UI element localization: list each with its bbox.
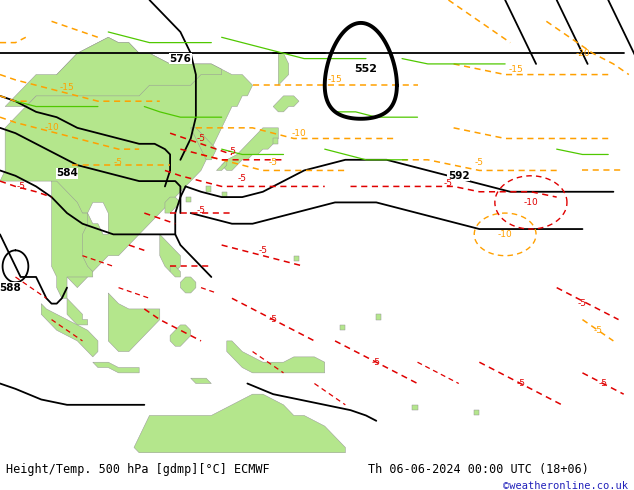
- Text: 592: 592: [448, 171, 470, 181]
- Text: -20: -20: [575, 49, 590, 58]
- Text: -5: -5: [593, 326, 602, 335]
- Text: -5: -5: [114, 158, 123, 167]
- Text: -15: -15: [60, 83, 74, 93]
- Polygon shape: [206, 186, 211, 192]
- Polygon shape: [93, 362, 139, 373]
- Polygon shape: [5, 37, 222, 106]
- Text: -5: -5: [259, 246, 268, 255]
- Text: -15: -15: [328, 75, 342, 84]
- Text: 588: 588: [0, 283, 21, 293]
- Text: -5: -5: [228, 147, 236, 156]
- Text: 576: 576: [169, 53, 191, 64]
- Text: 552: 552: [354, 64, 377, 74]
- Polygon shape: [294, 256, 299, 261]
- Polygon shape: [181, 277, 196, 293]
- Polygon shape: [222, 128, 278, 171]
- Text: -5: -5: [598, 379, 607, 388]
- Polygon shape: [227, 341, 325, 373]
- Polygon shape: [216, 160, 227, 171]
- Text: -15: -15: [508, 65, 523, 74]
- Text: -5: -5: [516, 379, 525, 388]
- Polygon shape: [0, 37, 252, 288]
- Text: ©weatheronline.co.uk: ©weatheronline.co.uk: [503, 481, 628, 490]
- Polygon shape: [108, 293, 160, 351]
- Text: -5: -5: [444, 179, 453, 188]
- Text: -10: -10: [524, 198, 538, 207]
- Polygon shape: [273, 96, 299, 112]
- Text: -5: -5: [269, 158, 278, 167]
- Text: -5: -5: [578, 299, 587, 308]
- Polygon shape: [51, 181, 93, 298]
- Polygon shape: [412, 405, 418, 410]
- Text: -5: -5: [16, 182, 25, 191]
- Text: -10: -10: [292, 129, 306, 138]
- Polygon shape: [474, 410, 479, 416]
- Polygon shape: [170, 325, 191, 346]
- Polygon shape: [191, 378, 211, 384]
- Polygon shape: [165, 197, 181, 213]
- Polygon shape: [67, 298, 87, 325]
- Text: -10: -10: [44, 123, 59, 132]
- Text: -5: -5: [197, 206, 205, 215]
- Polygon shape: [340, 325, 346, 330]
- Polygon shape: [273, 139, 278, 144]
- Polygon shape: [134, 394, 346, 453]
- Polygon shape: [160, 234, 181, 271]
- Polygon shape: [278, 53, 288, 85]
- Text: -5: -5: [269, 315, 278, 324]
- Text: -5: -5: [372, 358, 381, 367]
- Text: Height/Temp. 500 hPa [gdmp][°C] ECMWF: Height/Temp. 500 hPa [gdmp][°C] ECMWF: [6, 463, 270, 476]
- Polygon shape: [170, 267, 181, 277]
- Text: 584: 584: [56, 168, 78, 178]
- Text: -5: -5: [475, 158, 484, 167]
- Text: Th 06-06-2024 00:00 UTC (18+06): Th 06-06-2024 00:00 UTC (18+06): [368, 463, 588, 476]
- Polygon shape: [191, 128, 216, 160]
- Polygon shape: [41, 304, 98, 357]
- Polygon shape: [376, 314, 382, 319]
- Text: -10: -10: [498, 230, 512, 239]
- Text: -5: -5: [238, 174, 247, 183]
- Text: -5: -5: [197, 134, 205, 143]
- Polygon shape: [186, 197, 191, 202]
- Polygon shape: [222, 192, 227, 197]
